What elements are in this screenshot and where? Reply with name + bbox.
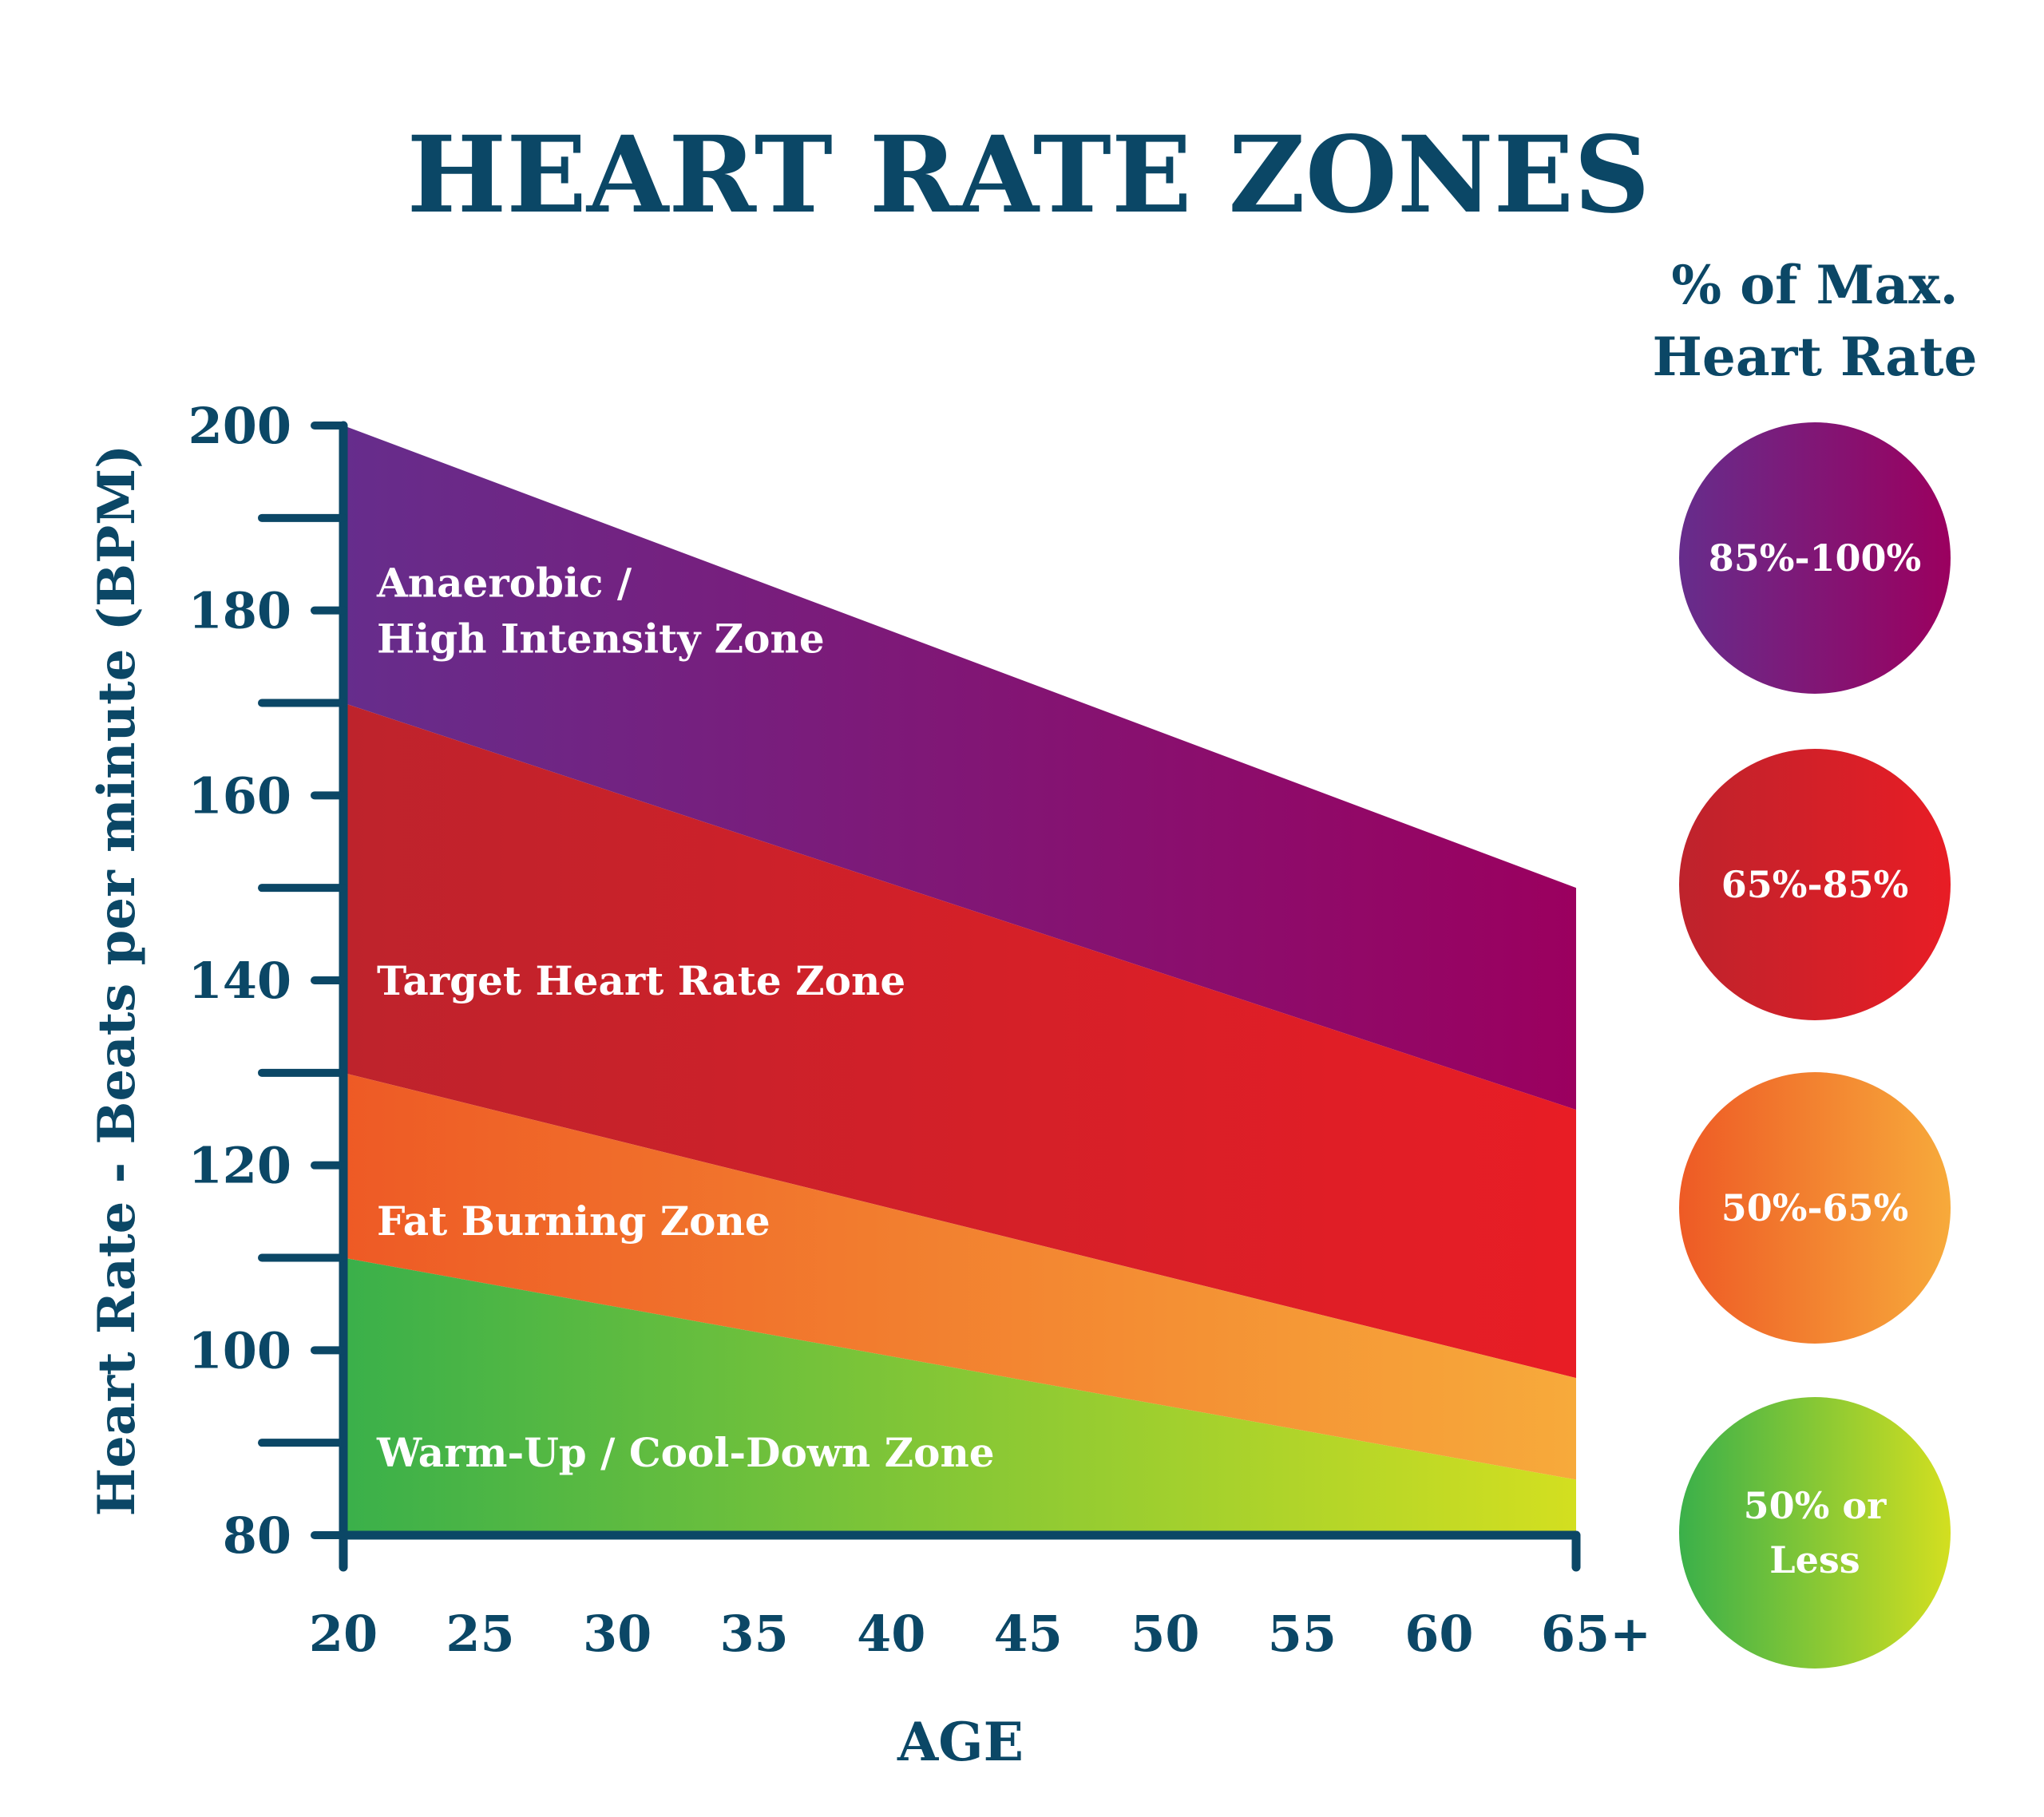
legend-title: Heart Rate [1653, 326, 1978, 388]
legend-label: 50% or [1744, 1484, 1887, 1527]
legend: % of Max. Heart Rate 85%-100% 65%-85% 50%-65… [1653, 254, 1978, 1669]
y-tick-label: 160 [188, 766, 291, 825]
y-tick-label: 100 [188, 1321, 291, 1380]
legend-title: % of Max. [1671, 254, 1958, 316]
zone-area [343, 1072, 1576, 1480]
zone-area [343, 426, 1576, 1110]
legend-circle [1679, 422, 1951, 694]
x-tick-label: 25 [446, 1605, 514, 1663]
y-tick-label: 80 [223, 1506, 291, 1565]
x-tick-label: 35 [720, 1605, 789, 1663]
y-tick-label: 180 [188, 582, 291, 640]
zone-label: Anaerobic / [376, 560, 632, 607]
x-tick-label: 55 [1268, 1605, 1337, 1663]
x-tick-label: 40 [857, 1605, 925, 1663]
legend-circle [1679, 1397, 1951, 1669]
chart-title: HEART RATE ZONES [407, 113, 1650, 237]
x-tick-label: 45 [994, 1605, 1063, 1663]
zone-label: Warm-Up / Cool-Down Zone [376, 1429, 995, 1476]
legend-label: 50%-65% [1721, 1186, 1909, 1229]
zone-label: High Intensity Zone [377, 616, 825, 663]
y-tick-label: 120 [188, 1137, 291, 1195]
zone-label: Fat Burning Zone [377, 1197, 770, 1245]
legend-label: 65%-85% [1721, 863, 1909, 906]
x-tick-label: 65+ [1541, 1605, 1651, 1663]
legend-circle [1679, 1072, 1951, 1344]
zones: Anaerobic / High Intensity Zone Target Hea… [343, 426, 1576, 1535]
legend-circle [1679, 749, 1951, 1020]
legend-label: Less [1769, 1538, 1860, 1581]
legend-label: 85%-100% [1709, 536, 1922, 580]
y-axis-label: Heart Rate - Beats per minute (BPM) [87, 445, 147, 1517]
zone-area [343, 1257, 1576, 1535]
y-tick-label: 200 [188, 397, 291, 455]
x-tick-label: 60 [1404, 1605, 1473, 1663]
zone-label: Target Heart Rate Zone [377, 957, 905, 1004]
x-axis-label: AGE [897, 1711, 1024, 1773]
axes: 80 100 120 140 160 180 200 20 25 30 35 40 45 50 55 60 65… [188, 397, 1652, 1663]
x-tick-label: 30 [583, 1605, 652, 1663]
zone-area [343, 703, 1576, 1379]
x-tick-label: 50 [1131, 1605, 1199, 1663]
y-tick-label: 140 [188, 952, 291, 1010]
x-tick-label: 20 [309, 1605, 378, 1663]
